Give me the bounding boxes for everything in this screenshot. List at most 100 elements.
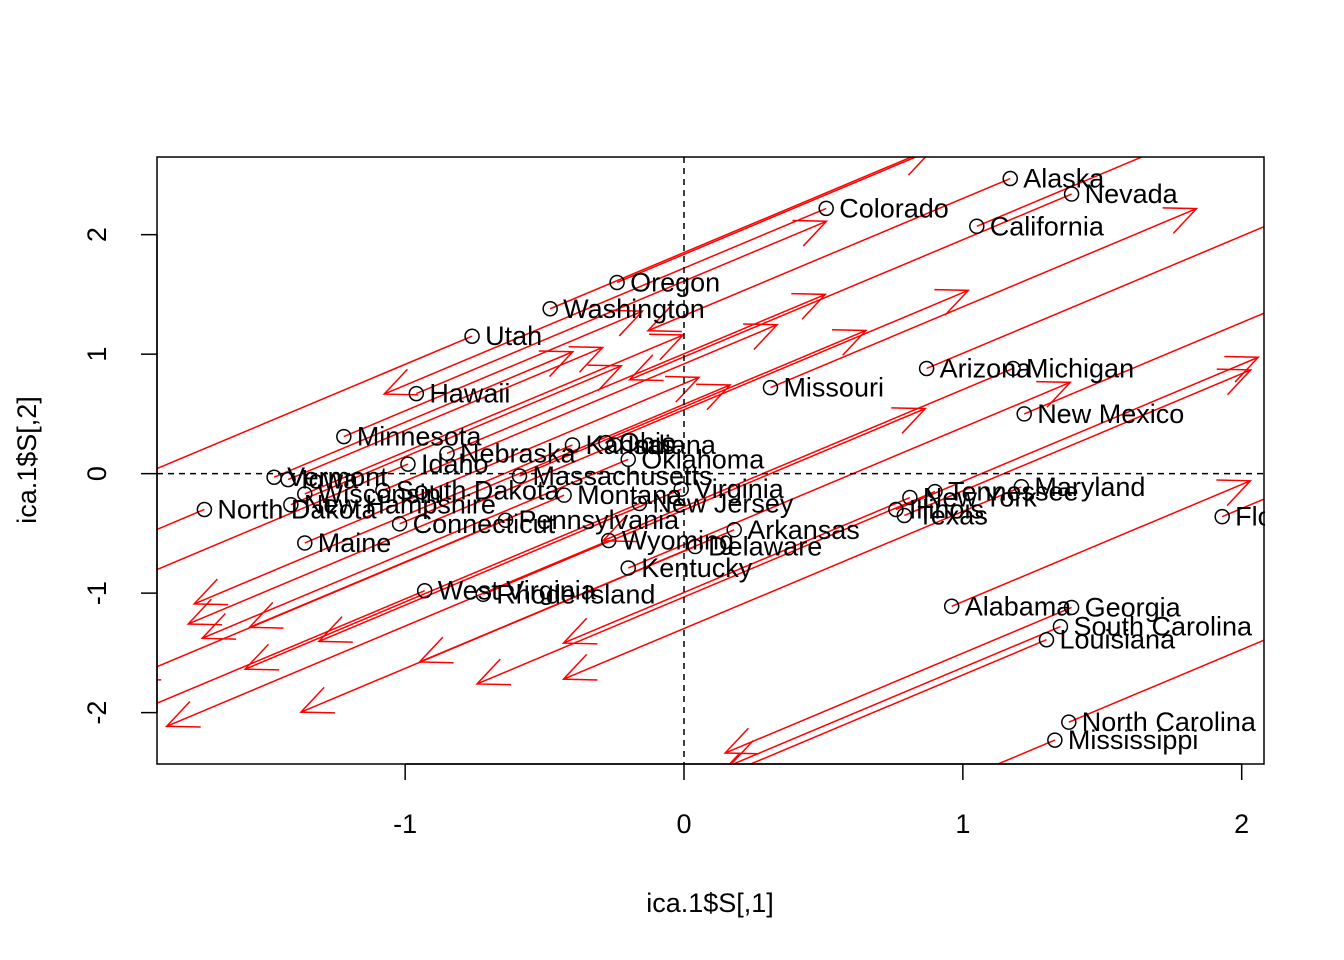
point-label: Wyoming xyxy=(622,526,734,556)
arrow xyxy=(382,207,827,396)
scatter-point xyxy=(416,582,433,599)
scatter-point xyxy=(1047,732,1063,748)
point-label: Pennsylvania xyxy=(519,505,681,535)
point-label: New Mexico xyxy=(1037,399,1184,429)
scatter-point xyxy=(297,486,313,502)
point-label: Virginia xyxy=(694,474,785,504)
arrow xyxy=(1221,498,1264,518)
point-label: Ohio xyxy=(619,428,676,458)
scatter-point xyxy=(1063,599,1080,616)
scatter-point xyxy=(1063,186,1080,202)
scatter-point xyxy=(609,274,625,291)
arrow xyxy=(482,407,927,596)
arrow xyxy=(561,486,1022,681)
x-axis: -1 0 1 2 xyxy=(393,763,1249,839)
arrow xyxy=(996,739,1056,764)
y-tick-label: -2 xyxy=(82,701,112,725)
arrow xyxy=(926,225,1264,370)
scatter-point xyxy=(1013,479,1030,495)
point-label: Minnesota xyxy=(357,422,483,452)
arrow xyxy=(1023,312,1264,415)
arrow xyxy=(399,383,732,525)
point-label: New York xyxy=(923,483,1038,513)
point-labels-layer: Alabama Alaska Arizona Arkansas California Co… xyxy=(217,164,1319,756)
scatter-point xyxy=(266,469,282,485)
arrow xyxy=(951,479,1253,607)
scatter-point xyxy=(336,428,352,445)
point-label: Florida xyxy=(1235,502,1319,532)
x-tick-label: 1 xyxy=(955,809,970,839)
scatter-point xyxy=(927,483,943,500)
arrow xyxy=(290,364,624,506)
scatter-point xyxy=(391,516,408,532)
scatter-point xyxy=(475,586,491,603)
arrow xyxy=(616,157,927,284)
arrow xyxy=(627,380,1072,569)
scatter-point xyxy=(943,598,960,615)
point-label: Missouri xyxy=(783,373,884,403)
point-label: Michigan xyxy=(1026,353,1134,383)
arrow xyxy=(157,519,506,681)
scatter-point xyxy=(673,481,689,497)
scatter-point xyxy=(969,218,985,235)
scatter-point xyxy=(497,512,514,528)
arrow xyxy=(343,309,645,438)
arrow xyxy=(601,367,1014,543)
scatter-point xyxy=(687,538,703,555)
arrow xyxy=(1068,639,1264,723)
point-label: Utah xyxy=(485,321,542,351)
scatter-point xyxy=(375,482,391,499)
arrow xyxy=(627,193,1072,382)
scatter-point xyxy=(1002,170,1019,187)
scatter-point xyxy=(196,501,213,518)
point-label: Indiana xyxy=(627,430,717,460)
arrow xyxy=(549,157,914,310)
arrow xyxy=(730,625,1061,764)
point-label: Connecticut xyxy=(413,509,556,539)
y-tick-label: -1 xyxy=(82,581,112,605)
point-label: South Carolina xyxy=(1073,612,1253,642)
point-label: Iowa xyxy=(301,465,359,495)
scatter-point xyxy=(620,560,636,576)
scatter-point xyxy=(564,437,581,453)
scatter-point xyxy=(1005,360,1021,377)
arrow xyxy=(416,219,829,395)
point-label: Kentucky xyxy=(641,553,753,583)
arrow xyxy=(446,292,828,455)
arrow xyxy=(304,333,685,495)
arrow xyxy=(382,323,779,492)
point-label: California xyxy=(990,211,1105,241)
arrow xyxy=(164,539,610,728)
scatter-point xyxy=(1061,714,1077,730)
scatter-point xyxy=(896,507,913,524)
scatter-point xyxy=(283,496,299,513)
point-label: Vermont xyxy=(287,462,388,492)
point-label: Arizona xyxy=(940,353,1033,383)
point-label: Alabama xyxy=(965,591,1073,621)
arrow xyxy=(646,177,1011,333)
arrow xyxy=(605,288,971,444)
point-label: Illinois xyxy=(909,494,984,524)
point-label: Colorado xyxy=(839,193,949,223)
arrow xyxy=(561,496,911,645)
arrow xyxy=(723,606,1072,755)
scatter-point xyxy=(1016,406,1032,422)
arrow xyxy=(157,463,409,571)
reference-lines xyxy=(157,157,1264,764)
scatter-point xyxy=(600,532,617,549)
scatter-point xyxy=(464,328,480,344)
scatter-point xyxy=(1052,618,1069,635)
scatter-point xyxy=(439,445,455,462)
scatter-point xyxy=(606,437,623,453)
scatter-point xyxy=(556,487,572,503)
point-label: Idaho xyxy=(421,449,489,479)
point-label: North Dakota xyxy=(217,494,377,524)
point-label: Georgia xyxy=(1085,592,1182,622)
point-label: Wisconsin xyxy=(318,479,441,509)
scatter-point xyxy=(1038,631,1055,648)
scatter-point xyxy=(918,360,935,377)
arrow xyxy=(243,502,640,671)
scatter-point xyxy=(511,468,528,484)
point-label: New Hampshire xyxy=(304,490,496,520)
